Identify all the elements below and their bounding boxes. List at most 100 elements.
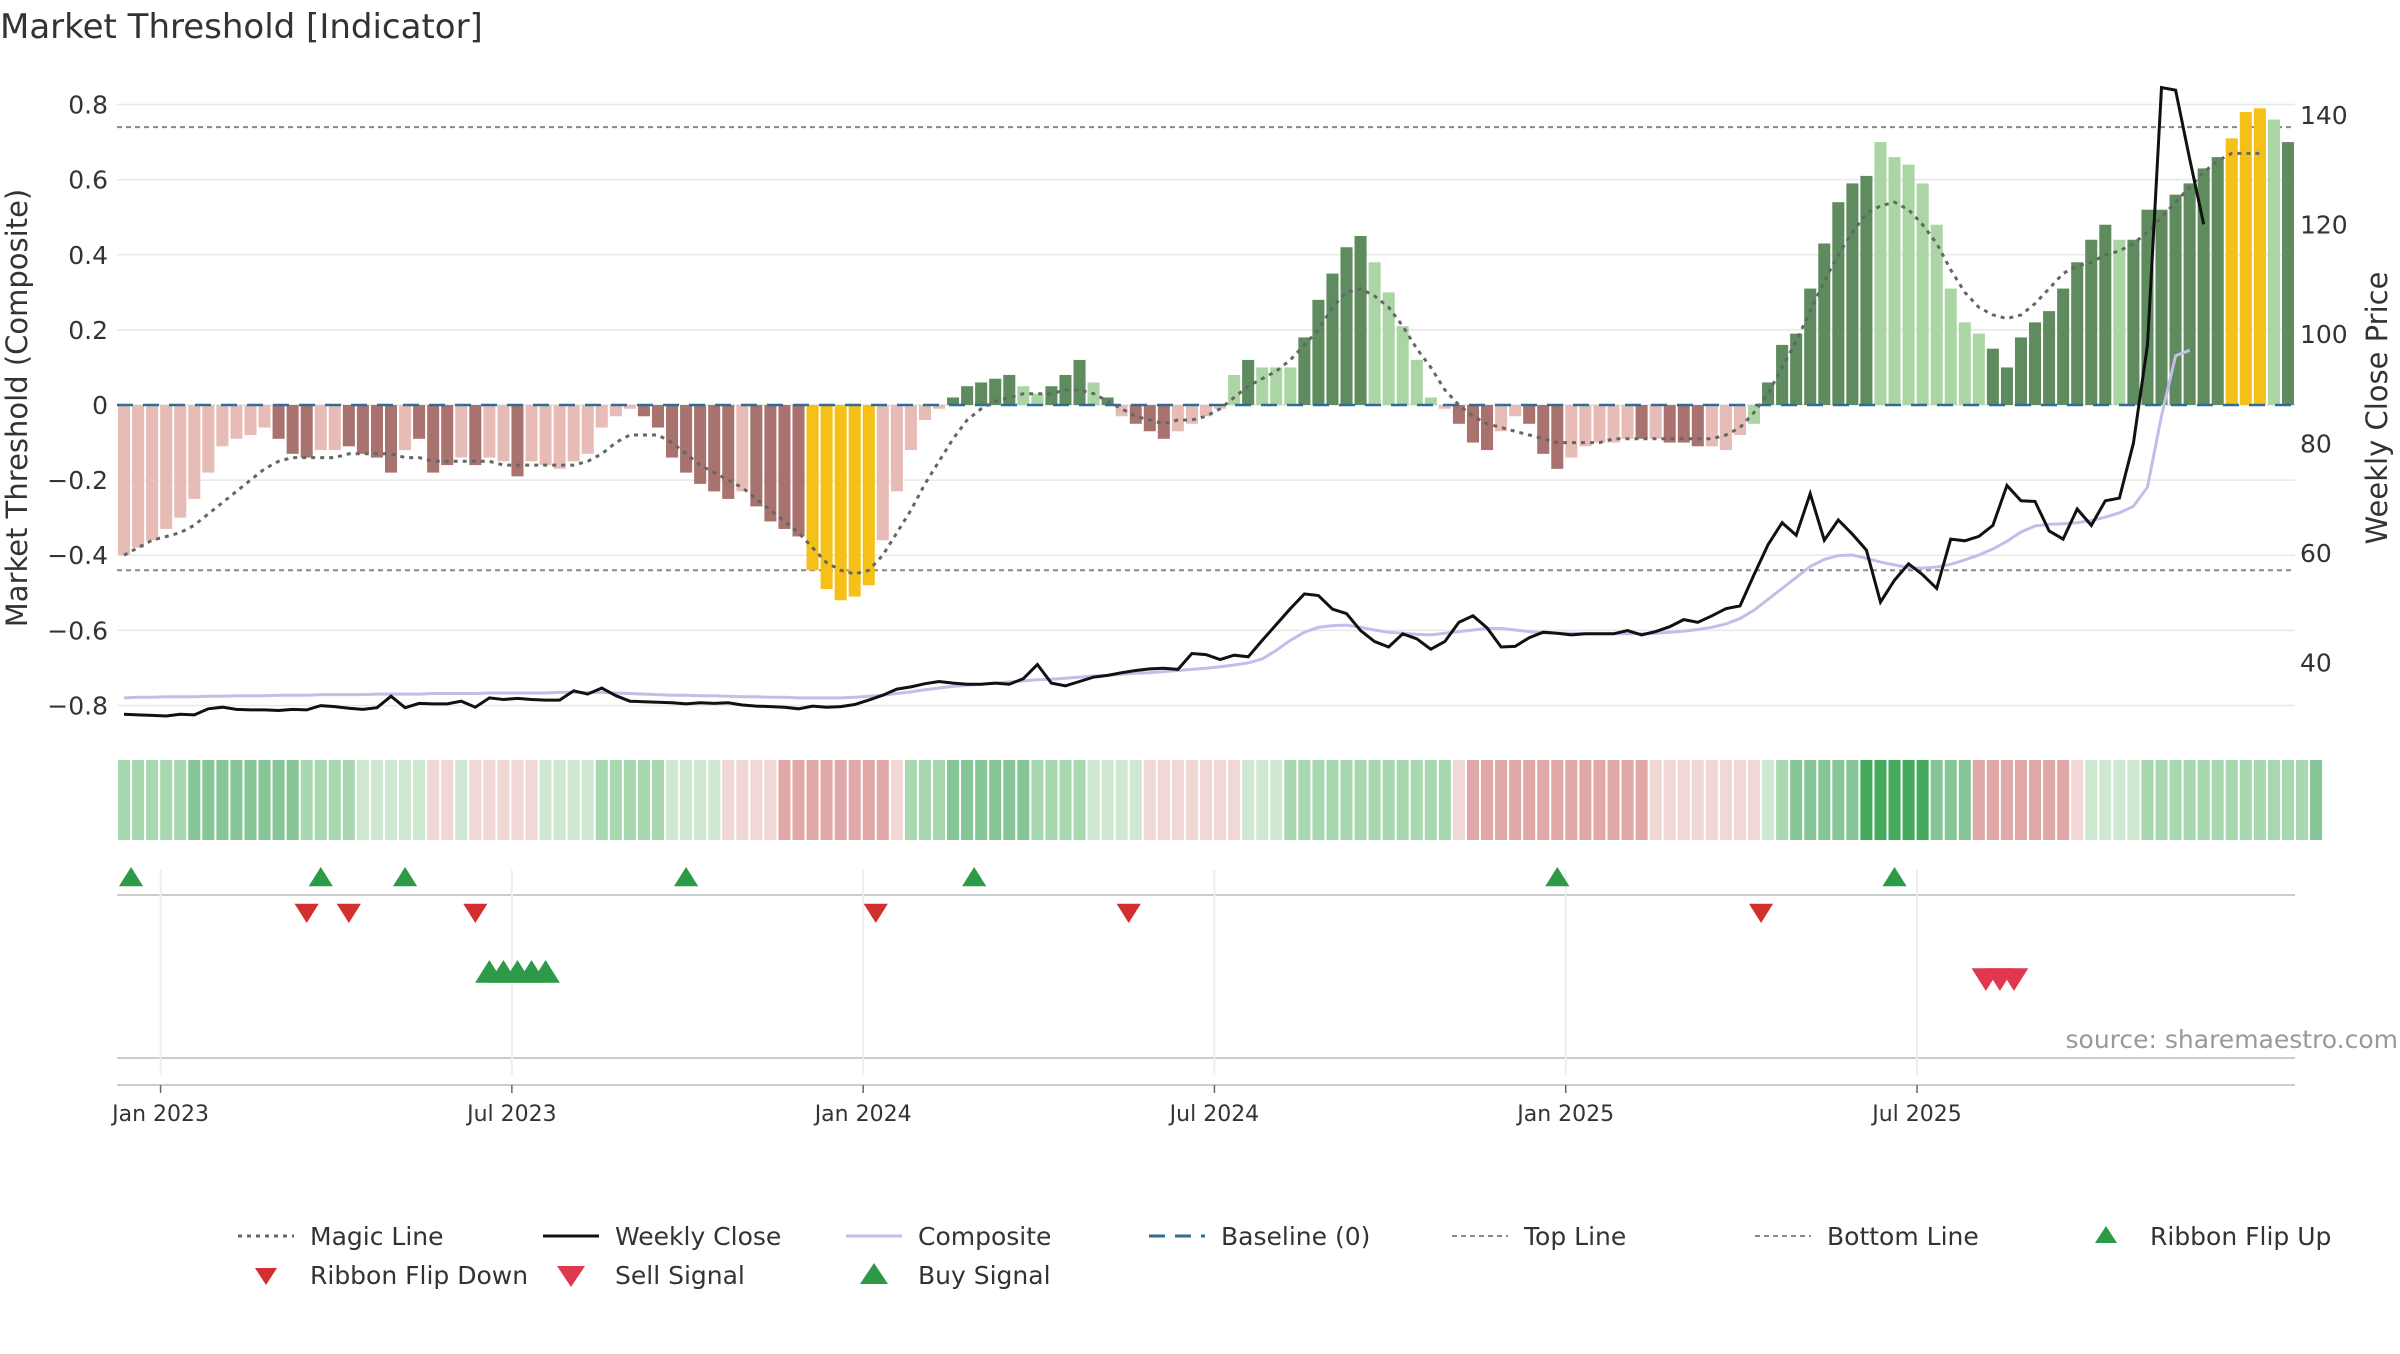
- ribbon-segment: [2099, 760, 2112, 840]
- ribbon-segment: [1621, 760, 1634, 840]
- ribbon-segment: [258, 760, 271, 840]
- composite-bar: [300, 405, 313, 458]
- ribbon-segment: [1256, 760, 1269, 840]
- ribbon-segment: [1902, 760, 1915, 840]
- ribbon-segment: [1059, 760, 1072, 840]
- composite-bar: [848, 405, 861, 597]
- composite-bar: [1438, 405, 1451, 409]
- composite-bar: [160, 405, 173, 529]
- ribbon-segment: [2155, 760, 2168, 840]
- y-tick-label: 0.8: [68, 91, 108, 120]
- composite-bar: [1832, 202, 1845, 405]
- ribbon-segment: [764, 760, 777, 840]
- composite-bar: [455, 405, 468, 458]
- composite-bar: [947, 397, 960, 405]
- composite-bar: [1410, 359, 1423, 405]
- ribbon-segment: [2043, 760, 2056, 840]
- composite-bar: [1677, 405, 1690, 443]
- composite-bar: [764, 405, 777, 522]
- composite-bar: [1593, 405, 1606, 443]
- legend-buy-signal-swatch: [860, 1263, 888, 1284]
- composite-bar: [413, 405, 426, 439]
- ribbon-segment: [1691, 760, 1704, 840]
- ribbon-segment: [1832, 760, 1845, 840]
- composite-bar: [1930, 224, 1943, 405]
- ribbon-segment: [1607, 760, 1620, 840]
- ribbon-segment: [1593, 760, 1606, 840]
- ribbon-segment: [666, 760, 679, 840]
- ribbon-segment: [188, 760, 201, 840]
- legend-sell-signal-swatch: [557, 1266, 585, 1287]
- ribbon-segment: [848, 760, 861, 840]
- ribbon-segment: [876, 760, 889, 840]
- composite-bar: [581, 405, 594, 454]
- composite-bar: [1691, 405, 1704, 447]
- composite-bar: [469, 405, 482, 466]
- ribbon-segment: [2211, 760, 2224, 840]
- composite-bar: [1396, 326, 1409, 405]
- y-tick-label: 0.4: [68, 241, 108, 270]
- ribbon-segment: [1579, 760, 1592, 840]
- ribbon-segment: [1199, 760, 1213, 840]
- legend-bottom-line-label: Bottom Line: [1827, 1222, 1979, 1251]
- ribbon-segment: [1326, 760, 1339, 840]
- composite-bar: [314, 405, 327, 451]
- ribbon-segment: [1747, 760, 1761, 840]
- ribbon-segment: [1888, 760, 1901, 840]
- composite-bar: [2000, 367, 2013, 405]
- ribbon-flip-down-marker: [463, 903, 488, 923]
- composite-bar: [736, 405, 749, 492]
- ribbon-segment: [441, 760, 454, 840]
- composite-bar: [2071, 262, 2084, 405]
- ribbon-segment: [609, 760, 622, 840]
- x-tick-label: Jul 2025: [1870, 1102, 1962, 1127]
- ribbon-segment: [2071, 760, 2084, 840]
- composite-bar: [623, 405, 636, 409]
- composite-bar: [1466, 405, 1480, 443]
- composite-bar: [2281, 142, 2294, 405]
- ribbon-segment: [1818, 760, 1831, 840]
- ribbon-segment: [651, 760, 665, 840]
- ribbon-segment: [483, 760, 496, 840]
- composite-bar: [876, 405, 889, 541]
- ribbon-segment: [862, 760, 875, 840]
- ribbon-segment: [413, 760, 426, 840]
- composite-bar: [637, 405, 650, 417]
- composite-bar: [1199, 405, 1213, 417]
- ribbon-segment: [623, 760, 636, 840]
- ribbon-segment: [1495, 760, 1508, 840]
- ribbon-flip-up-marker: [118, 867, 144, 887]
- ribbon-segment: [1045, 760, 1058, 840]
- y-tick-label: −0.2: [47, 466, 108, 495]
- composite-bar: [525, 405, 538, 462]
- ribbon-flip-up-marker: [962, 867, 987, 887]
- ribbon-segment: [1214, 760, 1227, 840]
- composite-bar: [862, 405, 875, 586]
- composite-bar: [272, 405, 285, 439]
- ribbon-segment: [1101, 760, 1114, 840]
- composite-bar: [384, 405, 398, 473]
- ribbon-flip-down-marker: [1116, 903, 1141, 923]
- ribbon-segment: [2127, 760, 2140, 840]
- composite-bar: [497, 405, 510, 462]
- ribbon-segment: [2169, 760, 2182, 840]
- ribbon-segment: [1228, 760, 1241, 840]
- composite-bar: [1298, 337, 1311, 405]
- ribbon-segment: [2197, 760, 2210, 840]
- ribbon-segment: [989, 760, 1002, 840]
- ribbon-segment: [904, 760, 917, 840]
- composite-bar: [1916, 183, 1929, 405]
- ribbon-segment: [1424, 760, 1437, 840]
- ribbon-segment: [553, 760, 566, 840]
- ribbon-segment: [539, 760, 552, 840]
- ribbon-segment: [1972, 760, 1985, 840]
- composite-bar: [1242, 359, 1255, 405]
- composite-bar: [1733, 405, 1746, 436]
- composite-bar: [1579, 405, 1592, 447]
- ribbon-segment: [778, 760, 791, 840]
- y-axis-label: Market Threshold (Composite): [0, 189, 34, 627]
- composite-bar: [1073, 359, 1086, 405]
- ribbon-segment: [1663, 760, 1676, 840]
